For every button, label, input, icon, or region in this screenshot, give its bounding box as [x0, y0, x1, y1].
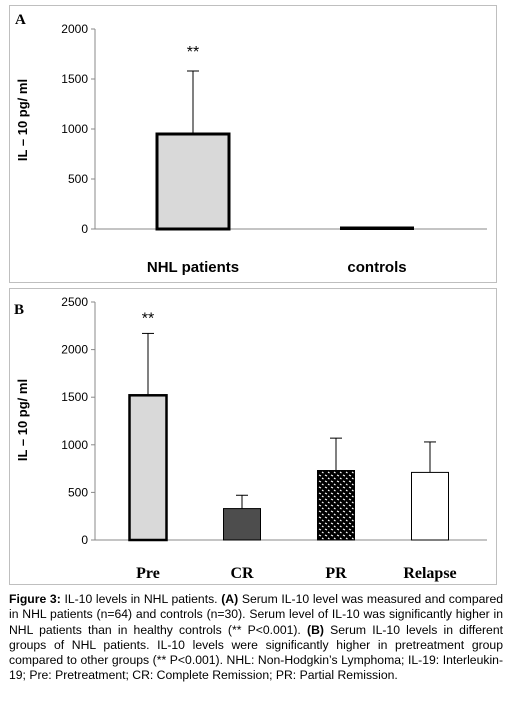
bar	[340, 226, 414, 230]
panel-a-plot: 0 500 1000 1500 2000 IL – 10 pg/ ml ** NHL pati…	[15, 22, 487, 276]
caption-intro: IL-10 levels in NHL patients.	[60, 592, 222, 606]
x-category-label: CR	[230, 565, 254, 582]
y-axis-title: IL – 10 pg/ ml	[15, 379, 30, 461]
x-category-label: controls	[347, 259, 406, 276]
y-tick-label: 1500	[61, 72, 88, 86]
y-tick-label: 1000	[61, 122, 88, 136]
panel-b-frame	[9, 288, 497, 585]
y-tick-label: 2000	[61, 343, 88, 357]
bar	[155, 132, 231, 231]
y-tick-label: 0	[81, 222, 88, 236]
caption-a-label: (A)	[221, 592, 239, 606]
bar	[317, 470, 355, 541]
bar	[223, 508, 261, 541]
significance-marker: **	[187, 44, 199, 61]
y-tick-label: 500	[68, 172, 88, 186]
panel-a-frame	[9, 5, 497, 283]
caption-b-label: (B)	[307, 622, 324, 637]
significance-marker: **	[142, 310, 154, 327]
y-tick-label: 0	[81, 533, 88, 547]
y-axis-title: IL – 10 pg/ ml	[15, 79, 30, 161]
caption-label: Figure 3:	[9, 592, 61, 606]
panel-b-plot: 0 500 1000 1500 2000 2500 IL – 10 pg/ ml ** Pre C…	[15, 295, 487, 582]
caption-a-text: Serum IL-10 level was measured and compa…	[9, 592, 504, 637]
panel-b-letter: B	[14, 302, 24, 318]
bar	[411, 471, 449, 541]
x-category-label: PR	[325, 565, 347, 582]
y-tick-label: 2000	[61, 22, 88, 36]
caption-b-text: Serum IL-10 levels in different groups o…	[9, 622, 503, 683]
y-tick-label: 2500	[61, 295, 88, 309]
y-tick-label: 1500	[61, 390, 88, 404]
x-category-label: Relapse	[403, 565, 456, 582]
y-tick-label: 1000	[61, 438, 88, 452]
x-category-label: Pre	[136, 565, 160, 582]
x-category-label: NHL patients	[147, 259, 239, 276]
panel-a-letter: A	[15, 12, 26, 28]
y-tick-label: 500	[68, 485, 88, 499]
bar	[128, 394, 168, 542]
figure-caption: Figure 3: IL-10 levels in NHL patients. …	[9, 592, 503, 684]
